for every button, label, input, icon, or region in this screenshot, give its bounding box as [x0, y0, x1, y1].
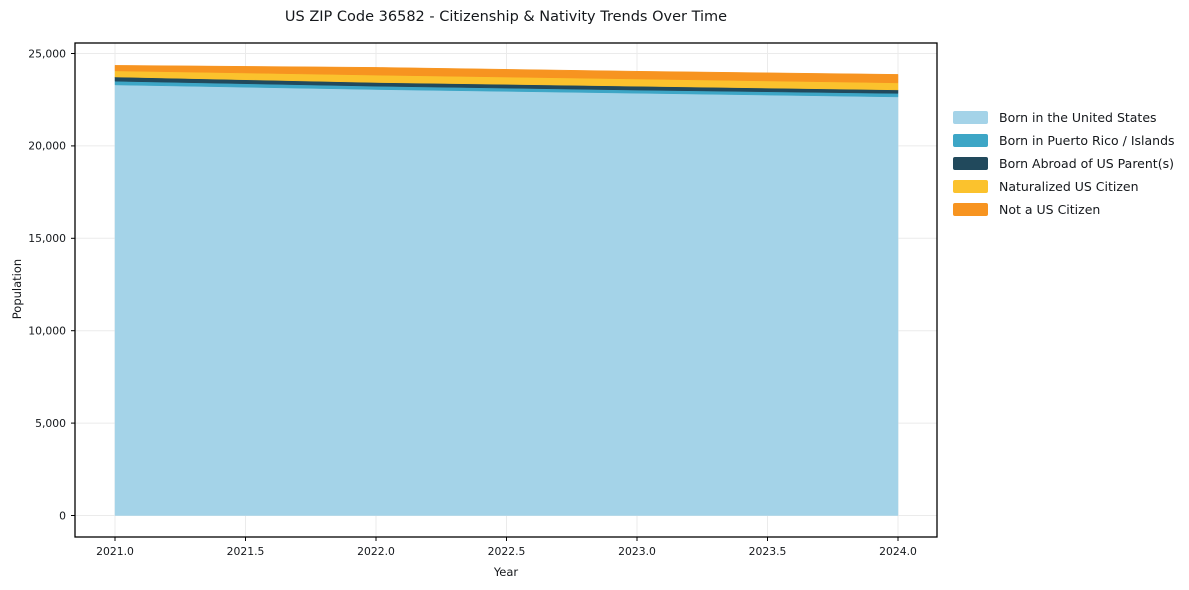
x-tick-label: 2022.0 — [357, 545, 395, 558]
legend-item-naturalized-us-citizen: Naturalized US Citizen — [953, 175, 1175, 198]
legend-item-not-a-us-citizen: Not a US Citizen — [953, 198, 1175, 221]
y-tick-label: 15,000 — [28, 232, 66, 245]
x-tick-label: 2024.0 — [879, 545, 917, 558]
legend-swatch-icon — [953, 180, 988, 193]
legend-swatch-icon — [953, 134, 988, 147]
legend-item-born-in-puerto-rico-islands: Born in Puerto Rico / Islands — [953, 129, 1175, 152]
y-tick-label: 20,000 — [28, 140, 66, 153]
x-tick-label: 2023.5 — [749, 545, 787, 558]
x-tick-label: 2021.5 — [227, 545, 265, 558]
chart-title: US ZIP Code 36582 - Citizenship & Nativi… — [284, 9, 728, 25]
legend-label: Born in Puerto Rico / Islands — [999, 133, 1175, 148]
legend-swatch-icon — [953, 111, 988, 124]
legend-label: Born in the United States — [999, 110, 1157, 125]
area-born-in-the-united-states — [114, 84, 899, 516]
y-tick-label: 5,000 — [35, 417, 66, 430]
y-tick-label: 0 — [59, 509, 66, 522]
legend-label: Naturalized US Citizen — [999, 179, 1139, 194]
x-tick-label: 2023.0 — [618, 545, 656, 558]
legend-swatch-icon — [953, 203, 988, 216]
legend-swatch-icon — [953, 157, 988, 170]
legend-item-born-abroad-of-us-parent-s: Born Abroad of US Parent(s) — [953, 152, 1175, 175]
legend-item-born-in-the-united-states: Born in the United States — [953, 106, 1175, 129]
legend: Born in the United States Born in Puerto … — [953, 106, 1175, 221]
y-tick-label: 10,000 — [28, 324, 66, 337]
area-not-a-us-citizen — [114, 65, 899, 84]
legend-label: Born Abroad of US Parent(s) — [999, 156, 1174, 171]
legend-label: Not a US Citizen — [999, 202, 1101, 217]
x-tick-label: 2022.5 — [488, 545, 526, 558]
y-axis-label: Population — [10, 258, 24, 320]
x-tick-label: 2021.0 — [96, 545, 134, 558]
x-axis-label: Year — [493, 565, 519, 579]
y-tick-label: 25,000 — [28, 47, 66, 60]
